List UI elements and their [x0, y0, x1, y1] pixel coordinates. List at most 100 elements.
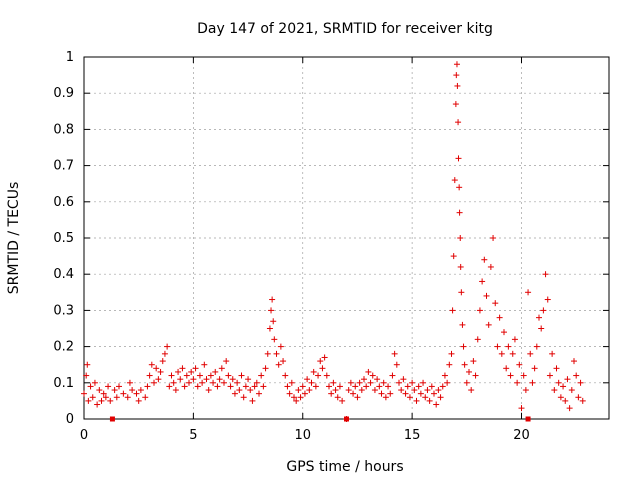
data-point	[501, 329, 507, 336]
data-point	[457, 235, 464, 241]
data-point	[549, 350, 556, 357]
x-tick-label: 5	[189, 428, 197, 443]
data-point	[406, 394, 413, 401]
data-point	[210, 379, 217, 386]
data-point	[417, 390, 424, 397]
y-axis-label: SRMTID / TECUs	[6, 182, 22, 295]
data-point	[354, 394, 361, 401]
zero-marker	[344, 416, 349, 422]
data-point	[151, 379, 157, 386]
y-tick-label: 0.3	[53, 303, 74, 318]
data-point	[98, 397, 105, 404]
data-point	[389, 372, 396, 379]
data-point	[459, 321, 466, 328]
data-point	[133, 390, 140, 397]
data-point	[188, 368, 195, 375]
data-point	[455, 155, 462, 162]
data-point	[330, 379, 337, 386]
data-point	[186, 379, 192, 386]
data-point	[456, 184, 463, 191]
data-point	[448, 350, 455, 357]
data-point	[190, 376, 197, 383]
data-point	[553, 365, 560, 372]
chart-title: Day 147 of 2021, SRMTID for receiver kit…	[197, 21, 493, 37]
data-point	[498, 350, 505, 357]
data-point	[126, 379, 133, 386]
data-point	[444, 379, 451, 386]
x-tick-label: 20	[513, 428, 530, 443]
data-point	[317, 358, 324, 365]
data-point	[415, 383, 422, 390]
data-point	[315, 372, 322, 379]
data-point	[175, 368, 182, 375]
data-point	[312, 383, 319, 390]
data-point	[441, 372, 448, 379]
data-point	[306, 387, 313, 394]
data-point	[89, 394, 96, 401]
data-point	[566, 405, 573, 412]
data-point	[363, 383, 370, 390]
data-point	[84, 361, 91, 368]
data-point	[374, 376, 381, 383]
data-point	[94, 401, 101, 408]
data-point	[288, 379, 295, 386]
data-point	[380, 379, 387, 386]
data-point	[328, 390, 335, 397]
data-point	[367, 379, 374, 386]
data-point	[542, 271, 549, 278]
grid	[84, 57, 609, 419]
data-point	[124, 394, 131, 401]
data-point	[179, 365, 186, 372]
data-point	[146, 372, 153, 379]
data-point	[266, 325, 273, 332]
data-point	[164, 343, 171, 350]
data-point	[168, 372, 175, 379]
y-tick-label: 1	[66, 50, 74, 65]
data-point	[509, 350, 516, 357]
data-point	[350, 390, 357, 397]
data-point	[345, 387, 352, 394]
data-point	[365, 368, 372, 375]
data-point	[371, 387, 378, 394]
data-point	[402, 390, 409, 397]
data-point	[87, 383, 94, 390]
data-point	[105, 383, 112, 390]
data-point	[516, 361, 523, 368]
data-point	[234, 379, 241, 386]
data-point	[91, 379, 98, 386]
data-point	[264, 350, 271, 357]
data-point	[166, 383, 173, 390]
data-point	[216, 376, 223, 383]
data-point	[455, 119, 462, 126]
data-point	[172, 387, 179, 394]
data-point	[358, 387, 365, 394]
data-point	[413, 397, 420, 404]
data-point	[297, 394, 304, 401]
data-point	[223, 358, 230, 365]
data-point	[439, 383, 446, 390]
data-point	[472, 372, 479, 379]
x-tick-label: 15	[404, 428, 421, 443]
data-point	[214, 383, 221, 390]
data-point	[564, 376, 571, 383]
data-point	[568, 387, 575, 394]
data-point	[144, 383, 151, 390]
data-point	[391, 350, 398, 357]
data-point	[323, 372, 330, 379]
data-point	[161, 350, 168, 357]
data-point	[196, 372, 203, 379]
data-point	[277, 343, 284, 350]
data-point	[369, 372, 376, 379]
data-point	[479, 278, 486, 285]
zero-marker	[525, 416, 531, 422]
data-point	[449, 307, 456, 314]
data-point	[470, 358, 477, 365]
data-point	[404, 383, 411, 390]
data-point	[356, 379, 363, 386]
data-point	[557, 394, 564, 401]
data-point	[490, 235, 497, 241]
data-point	[538, 325, 545, 332]
y-tick-label: 0.8	[53, 122, 74, 137]
data-point	[536, 314, 542, 321]
